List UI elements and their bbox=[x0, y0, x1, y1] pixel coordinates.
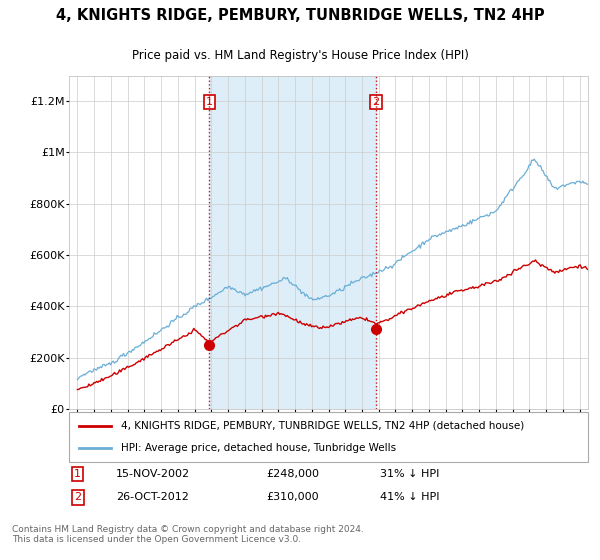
Bar bbox=[209, 76, 376, 409]
Text: 26-OCT-2012: 26-OCT-2012 bbox=[116, 492, 188, 502]
FancyBboxPatch shape bbox=[69, 412, 588, 462]
Text: 2: 2 bbox=[74, 492, 82, 502]
Text: 31% ↓ HPI: 31% ↓ HPI bbox=[380, 469, 440, 479]
Text: Price paid vs. HM Land Registry's House Price Index (HPI): Price paid vs. HM Land Registry's House … bbox=[131, 49, 469, 62]
Text: 1: 1 bbox=[74, 469, 81, 479]
Text: 41% ↓ HPI: 41% ↓ HPI bbox=[380, 492, 440, 502]
Text: 2: 2 bbox=[373, 97, 379, 108]
Text: 4, KNIGHTS RIDGE, PEMBURY, TUNBRIDGE WELLS, TN2 4HP (detached house): 4, KNIGHTS RIDGE, PEMBURY, TUNBRIDGE WEL… bbox=[121, 421, 524, 431]
Text: £310,000: £310,000 bbox=[266, 492, 319, 502]
Text: 4, KNIGHTS RIDGE, PEMBURY, TUNBRIDGE WELLS, TN2 4HP: 4, KNIGHTS RIDGE, PEMBURY, TUNBRIDGE WEL… bbox=[56, 7, 544, 22]
Text: Contains HM Land Registry data © Crown copyright and database right 2024.
This d: Contains HM Land Registry data © Crown c… bbox=[12, 525, 364, 544]
Text: HPI: Average price, detached house, Tunbridge Wells: HPI: Average price, detached house, Tunb… bbox=[121, 443, 396, 453]
Text: 15-NOV-2002: 15-NOV-2002 bbox=[116, 469, 190, 479]
Text: 1: 1 bbox=[206, 97, 213, 108]
Text: £248,000: £248,000 bbox=[266, 469, 319, 479]
